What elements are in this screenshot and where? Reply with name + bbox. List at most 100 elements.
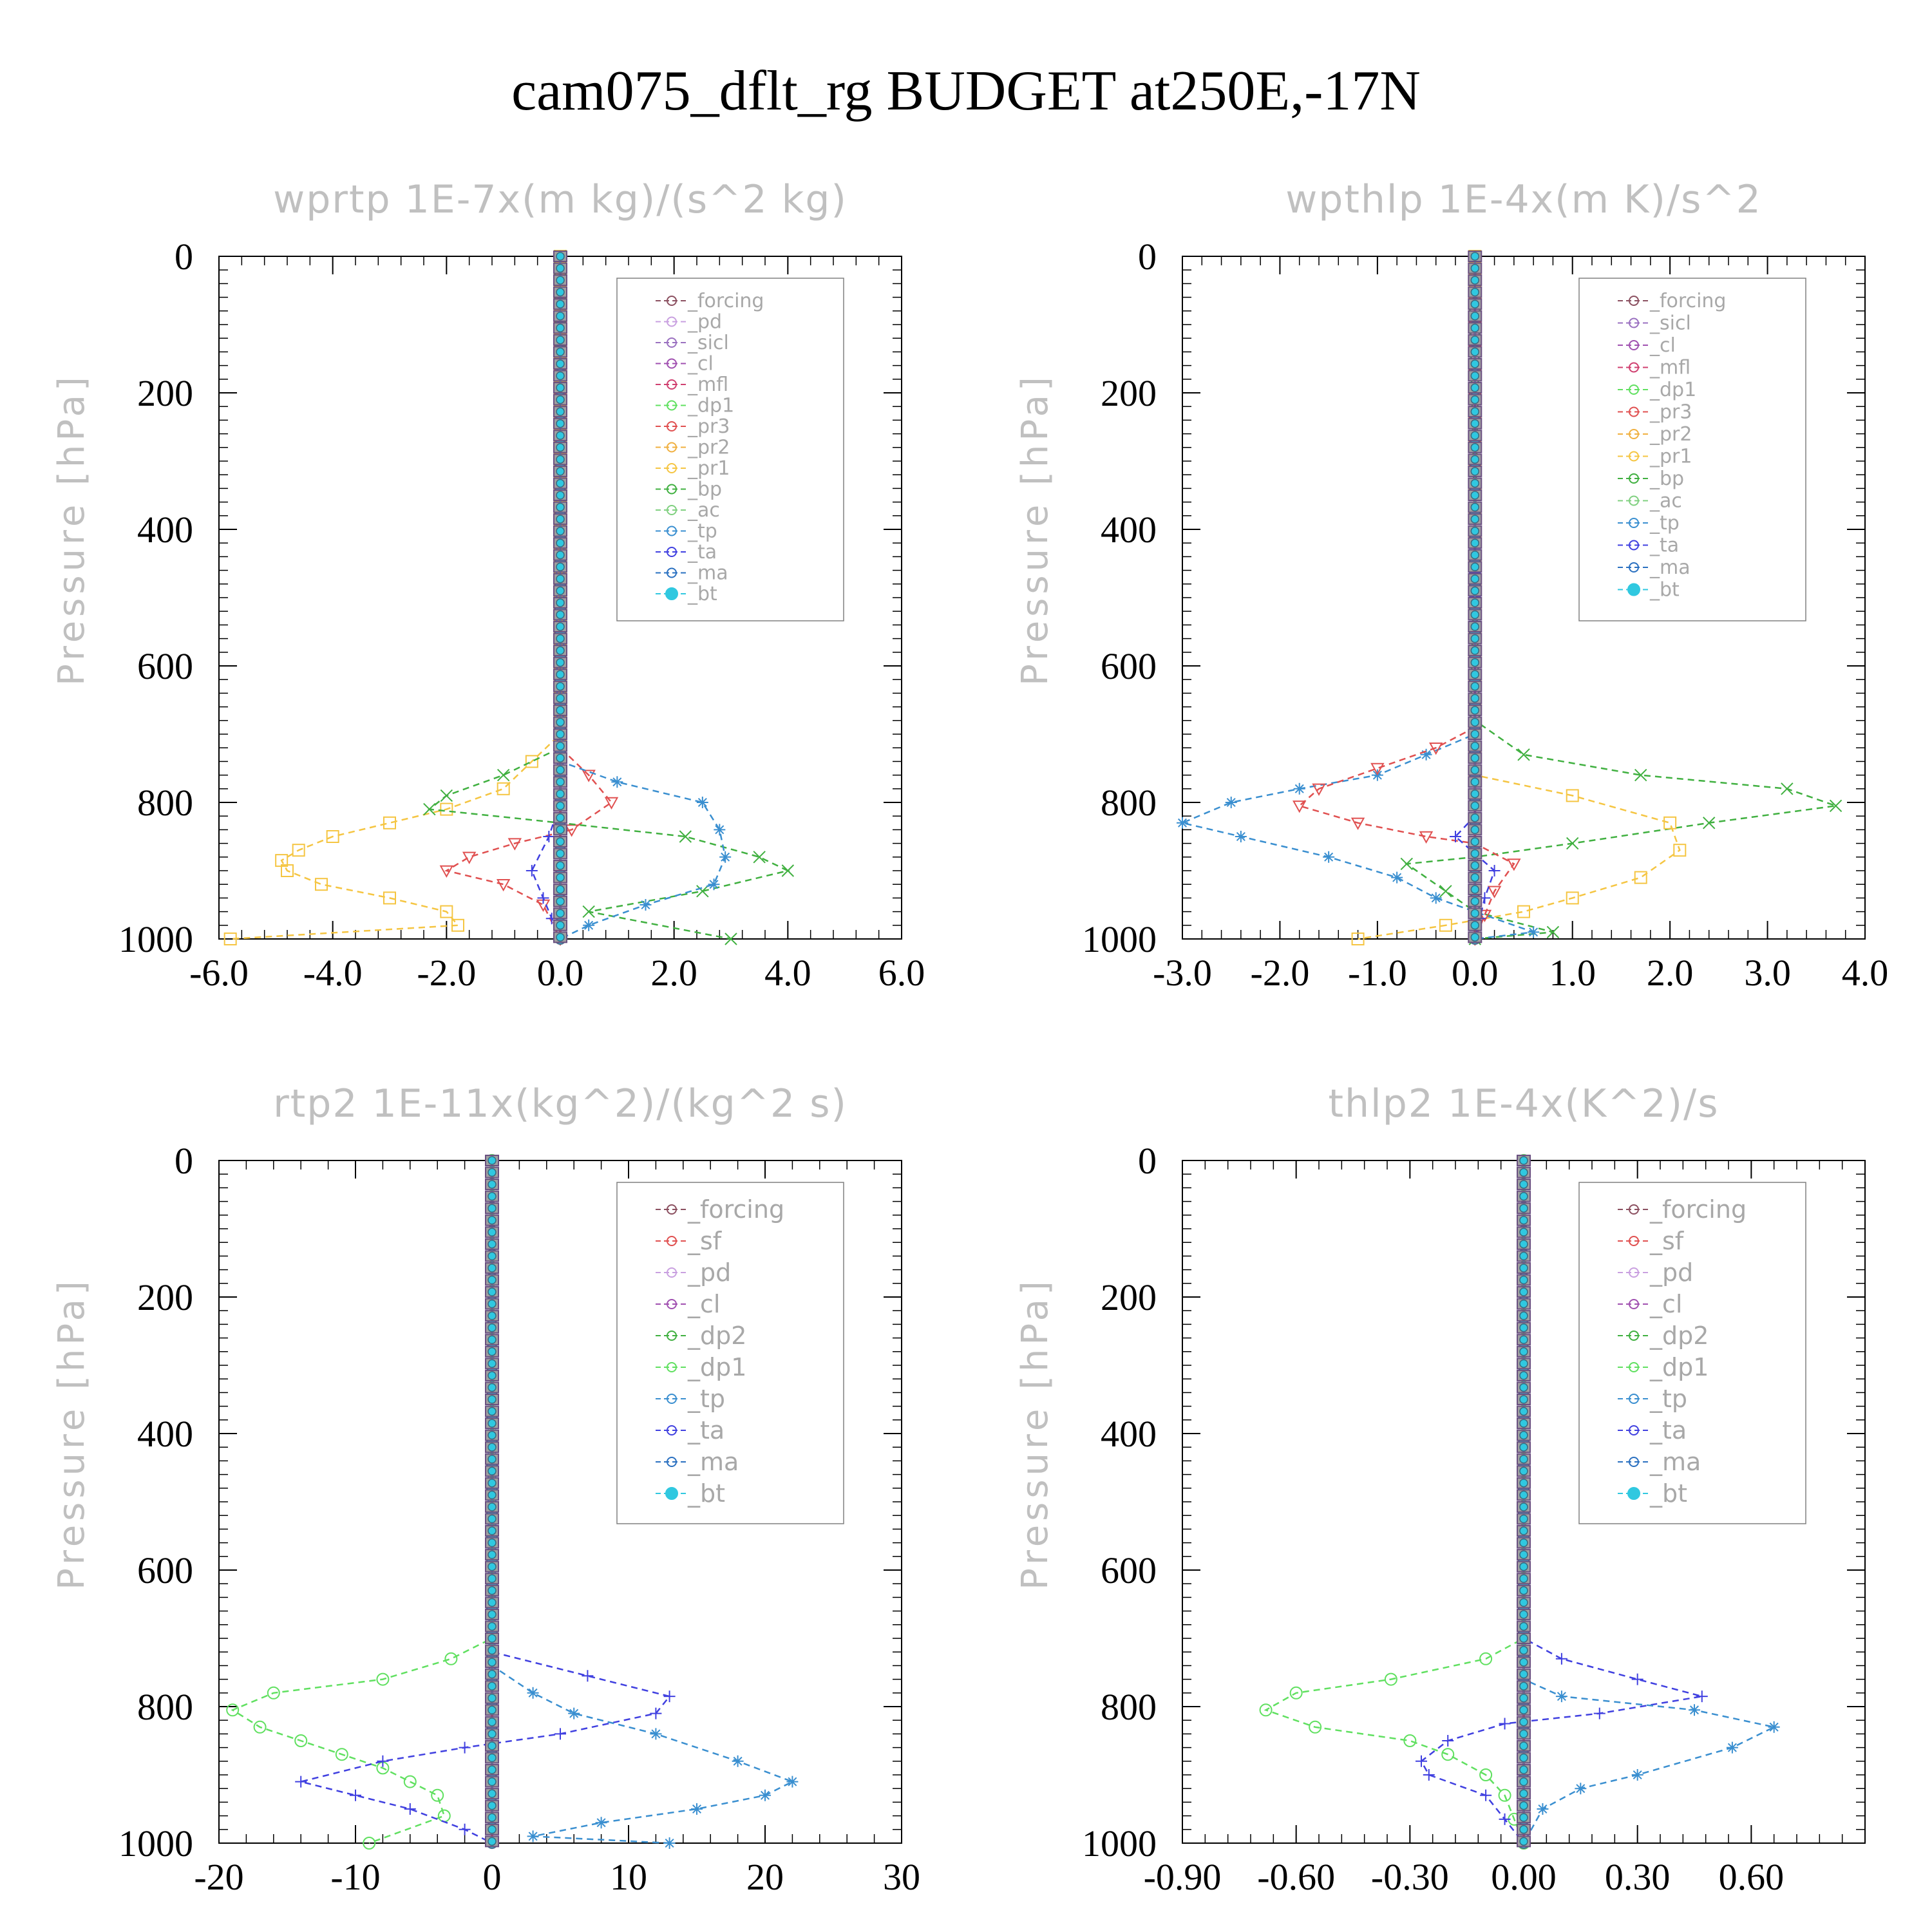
- data-point-ta: [554, 1728, 566, 1740]
- bt-marker: [1519, 1538, 1528, 1548]
- data-point-dp1: [363, 1837, 376, 1850]
- series-pr1: [223, 250, 567, 945]
- data-point-pr1: [1566, 891, 1579, 905]
- bt-marker: [556, 837, 565, 846]
- legend-marker: [667, 463, 677, 473]
- legend-item-dp2: _dp2: [656, 1321, 746, 1350]
- bt-marker: [488, 1502, 497, 1511]
- data-point-tp: [1177, 817, 1188, 829]
- data-point-dp1: [335, 1748, 348, 1761]
- bt-marker: [488, 1455, 497, 1464]
- legend-item-ma: _ma: [656, 1448, 739, 1476]
- legend-marker: [1629, 1331, 1639, 1341]
- legend-item-dp1: _dp1: [1618, 379, 1696, 401]
- bt-marker: [488, 1574, 497, 1583]
- legend-marker: [1629, 1394, 1639, 1404]
- legend-marker: [667, 1299, 677, 1309]
- bt-marker: [1470, 287, 1480, 297]
- bt-marker: [1470, 682, 1480, 691]
- y-tick-label: 1000: [1082, 1823, 1157, 1864]
- data-point-tp: [732, 1755, 744, 1767]
- legend: _forcing_pd_sicl_cl_mfl_dp1_pr3_pr2_pr1_…: [616, 278, 844, 621]
- data-point-pr1: [440, 905, 453, 918]
- bt-marker: [1519, 1813, 1528, 1822]
- legend-marker: [1629, 1299, 1639, 1309]
- bt-marker: [1470, 443, 1480, 452]
- data-point-pr1: [292, 844, 305, 857]
- bt-marker: [488, 1180, 497, 1189]
- data-point-tp: [708, 878, 720, 891]
- legend-label: _sicl: [1649, 312, 1691, 335]
- legend-label: _dp1: [687, 1353, 746, 1381]
- bt-marker: [488, 1681, 497, 1690]
- bt-marker: [488, 1789, 497, 1798]
- bt-marker: [1470, 610, 1480, 620]
- legend-label: _tp: [687, 1385, 725, 1413]
- bt-marker: [488, 1240, 497, 1249]
- legend-label: _ac: [687, 499, 720, 522]
- legend-marker: [1629, 296, 1639, 306]
- legend-marker: [1629, 562, 1639, 573]
- bt-marker: [488, 1622, 497, 1631]
- y-tick-label: 800: [137, 1686, 193, 1728]
- panel-title: wprtp 1E-7x(m kg)/(s^2 kg): [273, 177, 848, 222]
- data-point-pr1: [315, 878, 328, 891]
- bt-marker: [488, 1586, 497, 1595]
- bt-marker: [1519, 1466, 1528, 1476]
- legend-label: _forcing: [687, 290, 764, 312]
- bt-marker: [1519, 1705, 1528, 1715]
- data-point-tp: [611, 776, 623, 788]
- bt-marker: [1519, 1299, 1528, 1309]
- x-tick-label: 0.0: [1452, 952, 1499, 994]
- y-tick-label: 0: [1138, 1140, 1157, 1182]
- bt-marker: [1470, 323, 1480, 333]
- data-point-pr3: [582, 770, 596, 782]
- series-line: [230, 256, 562, 940]
- legend-marker: [1629, 384, 1639, 395]
- x-tick-label: -2.0: [1251, 952, 1310, 994]
- bt-marker: [556, 371, 565, 381]
- bt-marker: [556, 610, 565, 620]
- data-point-ta: [350, 1789, 361, 1801]
- bt-marker: [556, 694, 565, 703]
- legend-marker: [1629, 1425, 1639, 1435]
- legend: _forcing _sf _pd _cl _dp2 _dp1 _tp _ta _ma _bt: [616, 1182, 844, 1524]
- data-point-bp: [696, 885, 709, 898]
- bt-marker: [1519, 1359, 1528, 1368]
- legend-label: _cl: [687, 1290, 720, 1318]
- data-point-tp: [1537, 1803, 1549, 1815]
- y-axis-label: Pressure [hPa]: [51, 373, 93, 686]
- bt-marker: [1519, 1777, 1528, 1786]
- legend-marker: [1629, 406, 1639, 417]
- legend-label: _ma: [687, 562, 728, 585]
- data-point-tp: [583, 919, 595, 931]
- bt-marker: [1519, 1335, 1528, 1344]
- legend-label: _pd: [1649, 1258, 1693, 1287]
- y-tick-label: 0: [175, 236, 193, 278]
- x-tick-label: 0.60: [1719, 1856, 1785, 1898]
- bt-marker: [488, 1479, 497, 1488]
- bt-marker: [488, 1287, 497, 1296]
- legend-marker: [667, 1331, 677, 1341]
- bt-marker: [1470, 921, 1480, 930]
- legend-marker: [667, 1204, 677, 1215]
- y-tick-label: 800: [1101, 782, 1157, 824]
- bt-marker: [1519, 1240, 1528, 1249]
- data-point-pr1: [440, 802, 453, 816]
- x-tick-label: -2.0: [417, 952, 476, 994]
- data-point-pr1: [1566, 789, 1579, 802]
- legend-marker: [1629, 473, 1639, 484]
- legend-label: _pr3: [1649, 401, 1692, 424]
- x-tick-label: 0.00: [1491, 1856, 1557, 1898]
- data-point-pr3: [1487, 886, 1502, 898]
- data-point-bp: [423, 802, 436, 816]
- bt-marker: [488, 1694, 497, 1703]
- bt-marker: [1519, 1741, 1528, 1750]
- y-tick-label: 1000: [118, 1823, 193, 1864]
- legend-marker: [1629, 317, 1639, 328]
- data-point-bp: [497, 768, 510, 782]
- data-point-ta: [1480, 1789, 1492, 1801]
- bt-marker: [556, 431, 565, 440]
- bt-marker: [1519, 1251, 1528, 1261]
- legend-label: _dp1: [687, 395, 734, 417]
